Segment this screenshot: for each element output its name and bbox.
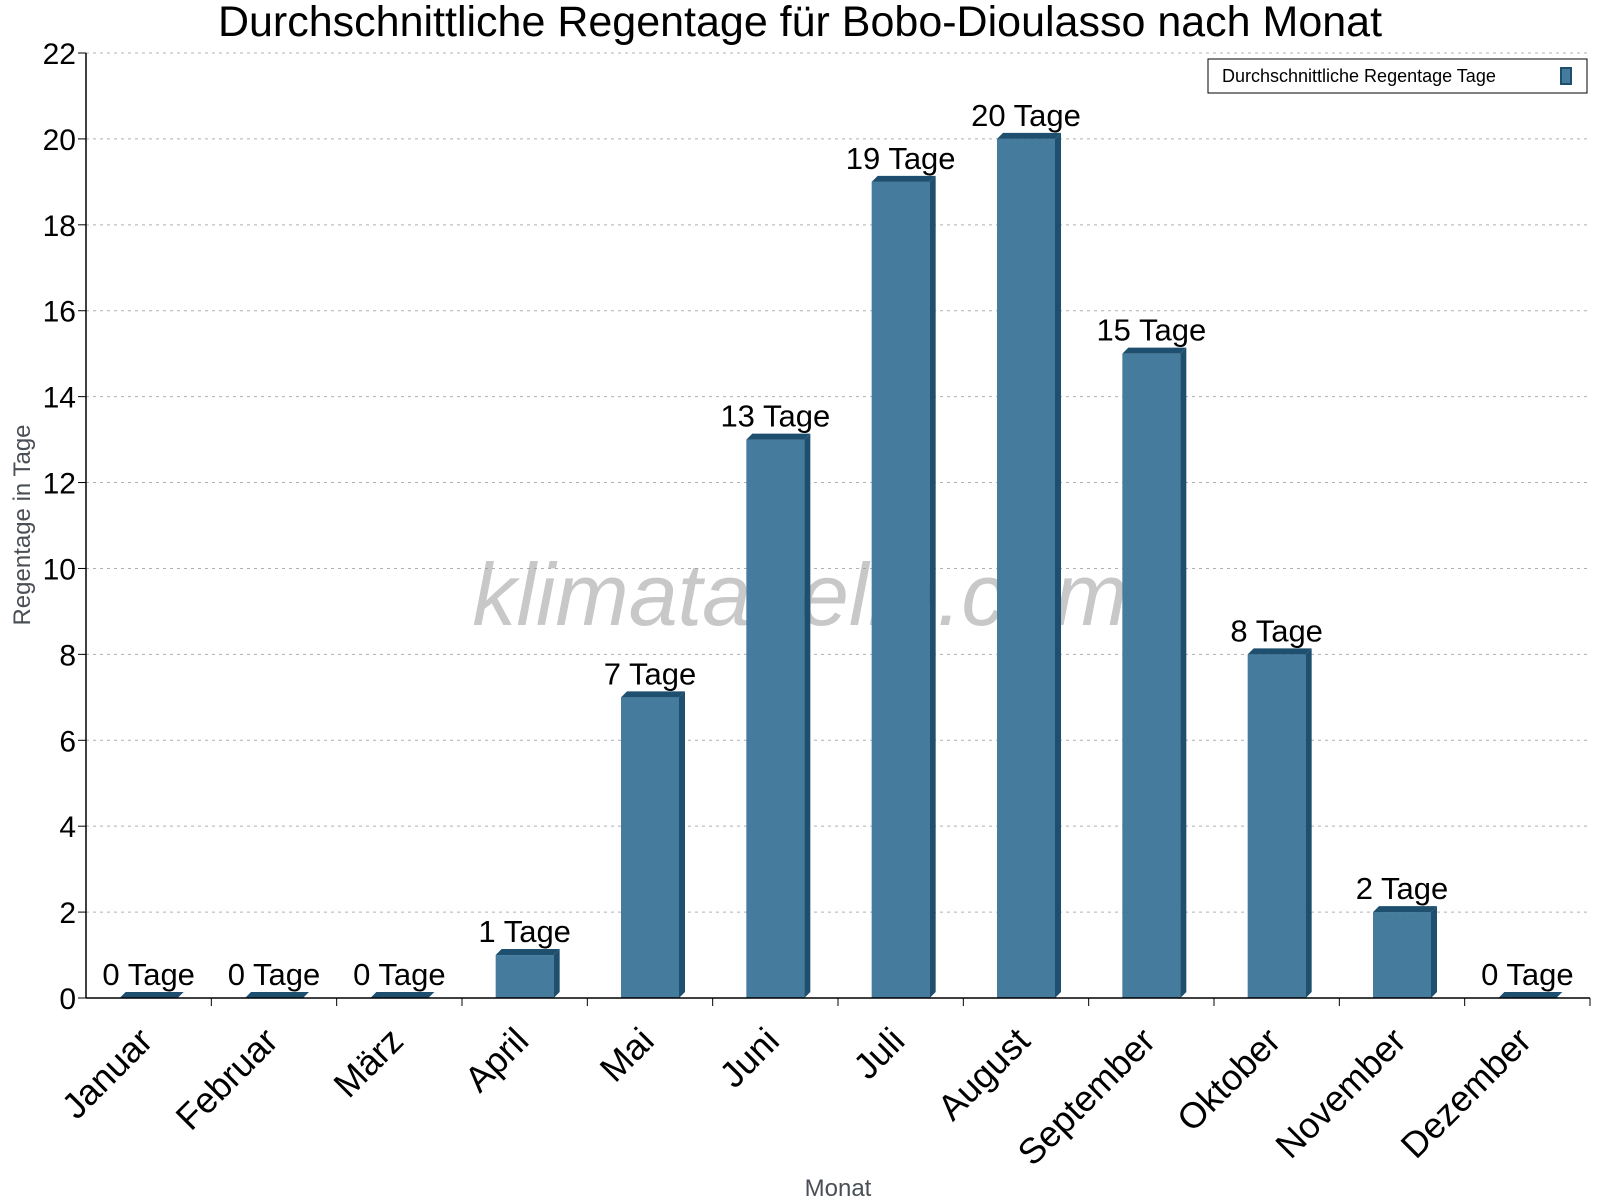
legend-label: Durchschnittliche Regentage Tage <box>1222 66 1496 86</box>
y-tick-label: 4 <box>59 811 76 844</box>
bar-side-face <box>1431 906 1437 998</box>
data-label: 13 Tage <box>720 399 830 434</box>
data-label: 0 Tage <box>353 957 446 992</box>
y-axis-label: Regentage in Tage <box>9 424 36 625</box>
bar <box>1373 912 1431 998</box>
data-label: 15 Tage <box>1096 313 1206 348</box>
y-tick-label: 16 <box>43 296 76 329</box>
bar <box>1247 654 1306 998</box>
bar-top-face <box>370 992 435 998</box>
data-label: 0 Tage <box>102 957 195 992</box>
legend: Durchschnittliche Regentage Tage <box>1207 58 1588 94</box>
bar-side-face <box>1180 347 1187 998</box>
y-tick-label: 20 <box>43 124 76 157</box>
y-tick-label: 0 <box>59 983 76 1016</box>
y-tick-label: 6 <box>59 725 76 758</box>
y-tick-label: 2 <box>59 897 76 930</box>
x-tick-label: Mai <box>592 1020 662 1090</box>
grid <box>86 52 1590 913</box>
bar-top-face <box>119 992 184 998</box>
x-tick-label: Januar <box>53 1020 160 1127</box>
bar-top-face <box>746 433 811 440</box>
axes <box>85 53 1590 999</box>
data-label: 8 Tage <box>1230 613 1323 648</box>
bars: 0 Tage 0 Tage 0 Tage 1 Tage 7 Tage 13 Tage 19 … <box>102 98 1574 999</box>
bar <box>997 138 1055 999</box>
bar-side-face <box>804 433 811 998</box>
chart-title: Durchschnittliche Regentage für Bobo-Dio… <box>218 0 1382 46</box>
bar-side-face <box>1305 648 1312 998</box>
x-tick-label: Februar <box>168 1020 286 1138</box>
x-tick-label: Juli <box>845 1020 912 1087</box>
data-label: 19 Tage <box>846 141 956 176</box>
x-tick-label: September <box>1009 1020 1163 1174</box>
bar-side-face <box>1055 132 1061 999</box>
legend-swatch <box>1560 67 1572 85</box>
bar-top-face <box>495 949 560 956</box>
legend-box <box>1207 58 1588 94</box>
y-tick-label: 14 <box>43 382 76 415</box>
data-label: 0 Tage <box>1481 957 1574 992</box>
bar-top-face <box>1373 906 1437 913</box>
bar <box>495 955 554 998</box>
data-label: 20 Tage <box>971 98 1081 133</box>
x-tick-label: Juni <box>711 1020 787 1096</box>
y-tick-label: 22 <box>43 38 76 71</box>
y-tick-label: 12 <box>43 468 76 501</box>
bar-side-face <box>553 949 560 998</box>
bar-top-face <box>871 175 936 182</box>
bar <box>621 697 679 998</box>
y-tick-label: 10 <box>43 553 76 586</box>
x-tick-label: November <box>1267 1020 1413 1166</box>
bar <box>871 181 930 998</box>
data-label: 0 Tage <box>228 957 321 992</box>
bar-top-face <box>1247 648 1312 655</box>
bar-top-face <box>1498 992 1563 998</box>
x-tick-label: Dezember <box>1393 1020 1539 1166</box>
y-tick-label: 18 <box>43 210 76 243</box>
x-axis-label: Monat <box>805 1175 872 1200</box>
y-tick-label: 8 <box>59 639 76 672</box>
bar-top-face <box>621 691 685 698</box>
data-label: 1 Tage <box>478 914 571 949</box>
bar <box>746 439 805 998</box>
x-tick-label: August <box>929 1020 1037 1128</box>
data-label: 7 Tage <box>604 656 697 691</box>
bar-top-face <box>1122 347 1187 354</box>
x-tick-label: Oktober <box>1169 1020 1289 1140</box>
x-tick-label: April <box>456 1020 536 1100</box>
bar-top-face <box>245 992 309 998</box>
bar-side-face <box>929 175 936 998</box>
data-label: 2 Tage <box>1356 871 1449 906</box>
bar <box>1122 353 1181 998</box>
bar-top-face <box>997 132 1061 139</box>
x-tick-label: März <box>325 1020 411 1106</box>
bar-side-face <box>679 691 685 998</box>
